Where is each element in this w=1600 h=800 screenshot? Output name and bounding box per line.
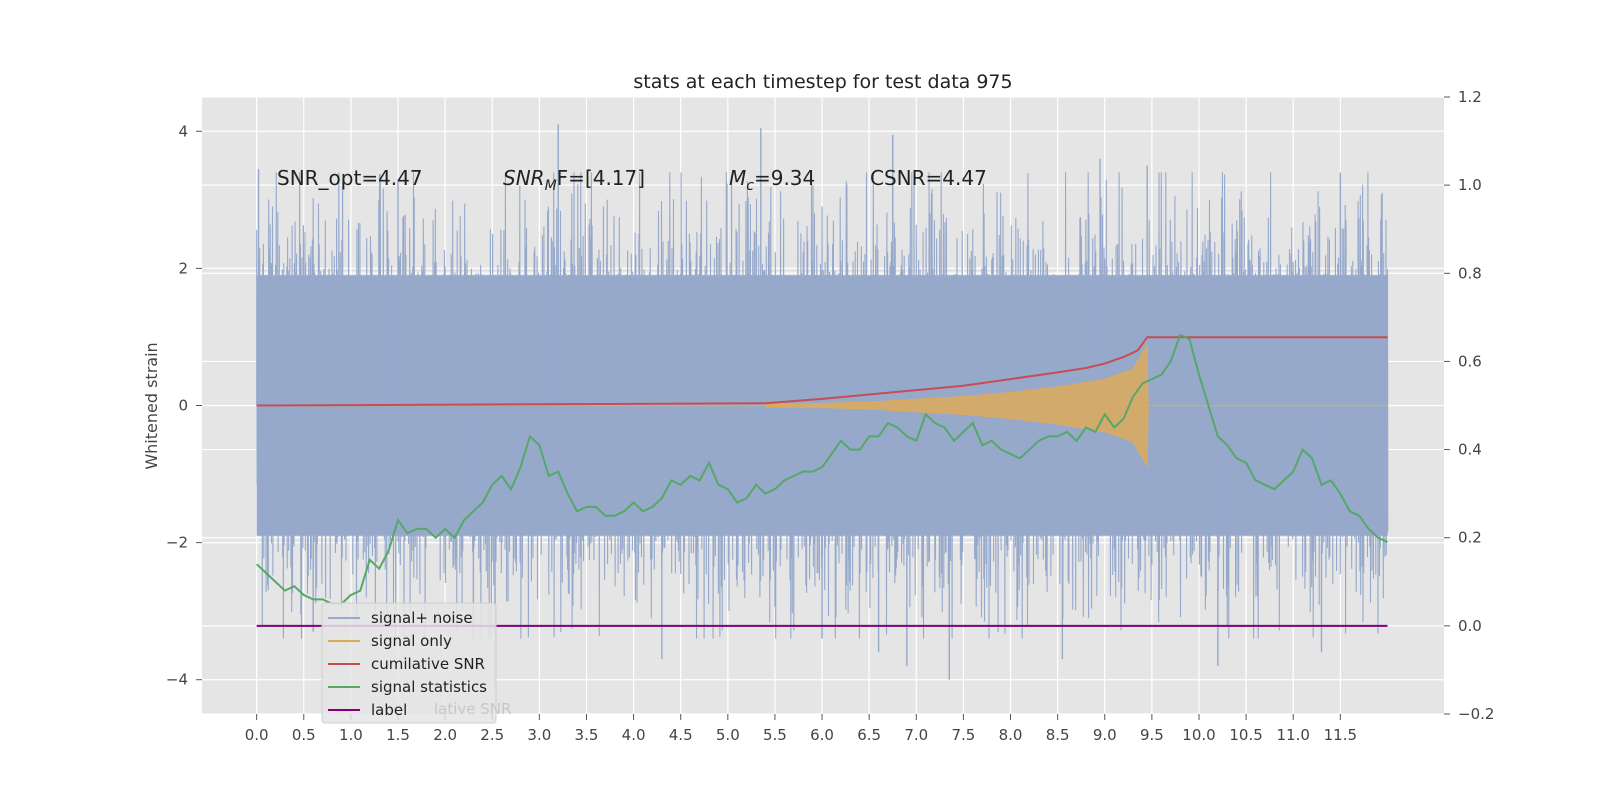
x-tick-label: 3.0 [527, 726, 551, 744]
x-tick-label: 7.5 [951, 726, 975, 744]
x-tick-label: 6.0 [810, 726, 834, 744]
legend-label: signal statistics [371, 678, 487, 696]
legend-ghost-text: lative SNR [434, 700, 511, 718]
csnr-annotation: CSNR=4.47 [870, 166, 987, 190]
snr-opt-annotation: SNR_opt=4.47 [277, 166, 423, 190]
legend-label: signal+ noise [371, 609, 473, 627]
x-tick-label: 7.0 [904, 726, 928, 744]
y2-tick-label: 1.0 [1458, 176, 1482, 194]
legend-label: signal only [371, 632, 452, 650]
x-tick-label: 10.5 [1229, 726, 1262, 744]
y-tick-label: −4 [166, 671, 188, 689]
x-tick-label: 2.5 [480, 726, 504, 744]
y-axis-label: Whitened strain [142, 342, 161, 469]
x-tick-label: 11.0 [1277, 726, 1310, 744]
y2-tick-label: 1.2 [1458, 88, 1482, 106]
y2-tick-label: 0.2 [1458, 529, 1482, 547]
y2-tick-label: 0.6 [1458, 352, 1482, 370]
snr-mf-annotation: SNRMF=[4.17] [503, 166, 645, 194]
mc-annotation: Mc=9.34 [729, 166, 815, 194]
legend: lative SNR signal+ noise signal only cumila… [321, 602, 511, 724]
chart-title: stats at each timestep for test data 975 [633, 71, 1012, 93]
legend-box [321, 602, 497, 724]
snr-mf-main: SNR [503, 166, 545, 190]
y2-tick-label: 0.8 [1458, 264, 1482, 282]
y-tick-label: −2 [166, 534, 188, 552]
axes: 0.0 0.5 1.0 1.5 2.0 2.5 3.0 3.5 4.0 4.5 5.0 5.5 6.0 6… [166, 88, 1495, 744]
x-tick-label: 1.5 [386, 726, 410, 744]
y2-tick-label: 0.0 [1458, 617, 1482, 635]
signal-statistics-line [256, 333, 1388, 605]
x-tick-label: 4.0 [622, 726, 646, 744]
mc-rest: =9.34 [754, 166, 815, 190]
y-tick-label: 0 [178, 397, 188, 415]
x-tick-label: 8.0 [999, 726, 1023, 744]
mc-main: M [729, 166, 746, 190]
x-tick-label: 10.0 [1182, 726, 1215, 744]
x-tick-label: 1.0 [339, 726, 363, 744]
y2-tick-label: −0.2 [1458, 705, 1494, 723]
y-tick-label: 4 [178, 122, 188, 140]
legend-label: label [371, 701, 407, 719]
x-tick-label: 9.0 [1093, 726, 1117, 744]
mc-sub: c [746, 178, 754, 194]
snr-mf-rest: F=[4.17] [557, 166, 645, 190]
x-tick-label: 0.5 [292, 726, 316, 744]
legend-label: cumilative SNR [371, 655, 485, 673]
x-tick-label: 0.0 [245, 726, 269, 744]
snr-mf-sub: M [545, 178, 557, 194]
x-tick-label: 6.5 [857, 726, 881, 744]
x-tick-label: 3.5 [575, 726, 599, 744]
cumilative-snr-line [256, 336, 1388, 407]
y-tick-label: 2 [178, 259, 188, 277]
x-tick-label: 2.0 [433, 726, 457, 744]
x-tick-label: 8.5 [1046, 726, 1070, 744]
y2-tick-label: 0.4 [1458, 441, 1482, 459]
x-tick-label: 5.0 [716, 726, 740, 744]
annotations: SNR_opt=4.47 SNRMF=[4.17] Mc=9.34 CSNR=4… [277, 166, 987, 194]
x-tick-label: 5.5 [763, 726, 787, 744]
x-tick-label: 4.5 [669, 726, 693, 744]
x-tick-label: 11.5 [1324, 726, 1357, 744]
x-tick-label: 9.5 [1140, 726, 1164, 744]
